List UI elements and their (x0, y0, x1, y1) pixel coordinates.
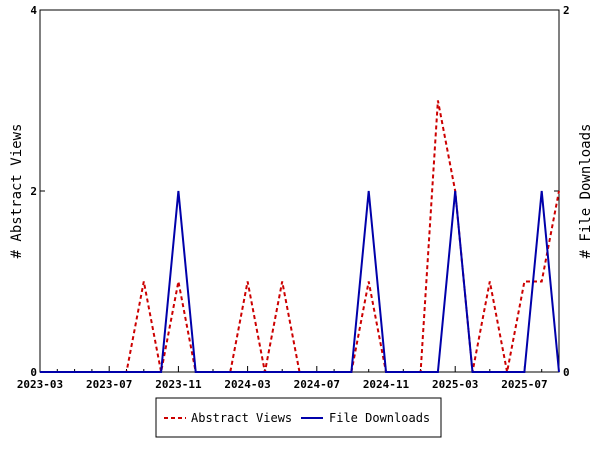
legend-label-abstract-views: Abstract Views (191, 411, 292, 425)
series-layer (40, 100, 560, 373)
series-line-file-downloads (40, 190, 560, 373)
x-tick-label: 2024-11 (363, 378, 410, 391)
left-tick-label: 0 (30, 366, 37, 379)
right-tick-label: 0 (563, 366, 570, 379)
x-tick-label: 2023-11 (155, 378, 202, 391)
legend-label-file-downloads: File Downloads (329, 411, 430, 425)
x-tick-label: 2023-03 (17, 378, 63, 391)
right-axis-title: # File Downloads (578, 124, 594, 259)
x-tick-label: 2025-03 (432, 378, 478, 391)
x-tick-label: 2024-03 (224, 378, 270, 391)
left-tick-label: 2 (30, 185, 37, 198)
legend-box (155, 397, 442, 438)
x-tick-label: 2024-07 (294, 378, 340, 391)
left-tick-label: 4 (30, 4, 37, 17)
x-tick-label: 2023-07 (86, 378, 132, 391)
right-tick-label: 2 (563, 4, 570, 17)
legend: Abstract Views File Downloads (155, 397, 442, 438)
plot-area (39, 9, 560, 373)
x-tick-label: 2025-07 (501, 378, 547, 391)
left-axis-title: # Abstract Views (9, 124, 25, 259)
